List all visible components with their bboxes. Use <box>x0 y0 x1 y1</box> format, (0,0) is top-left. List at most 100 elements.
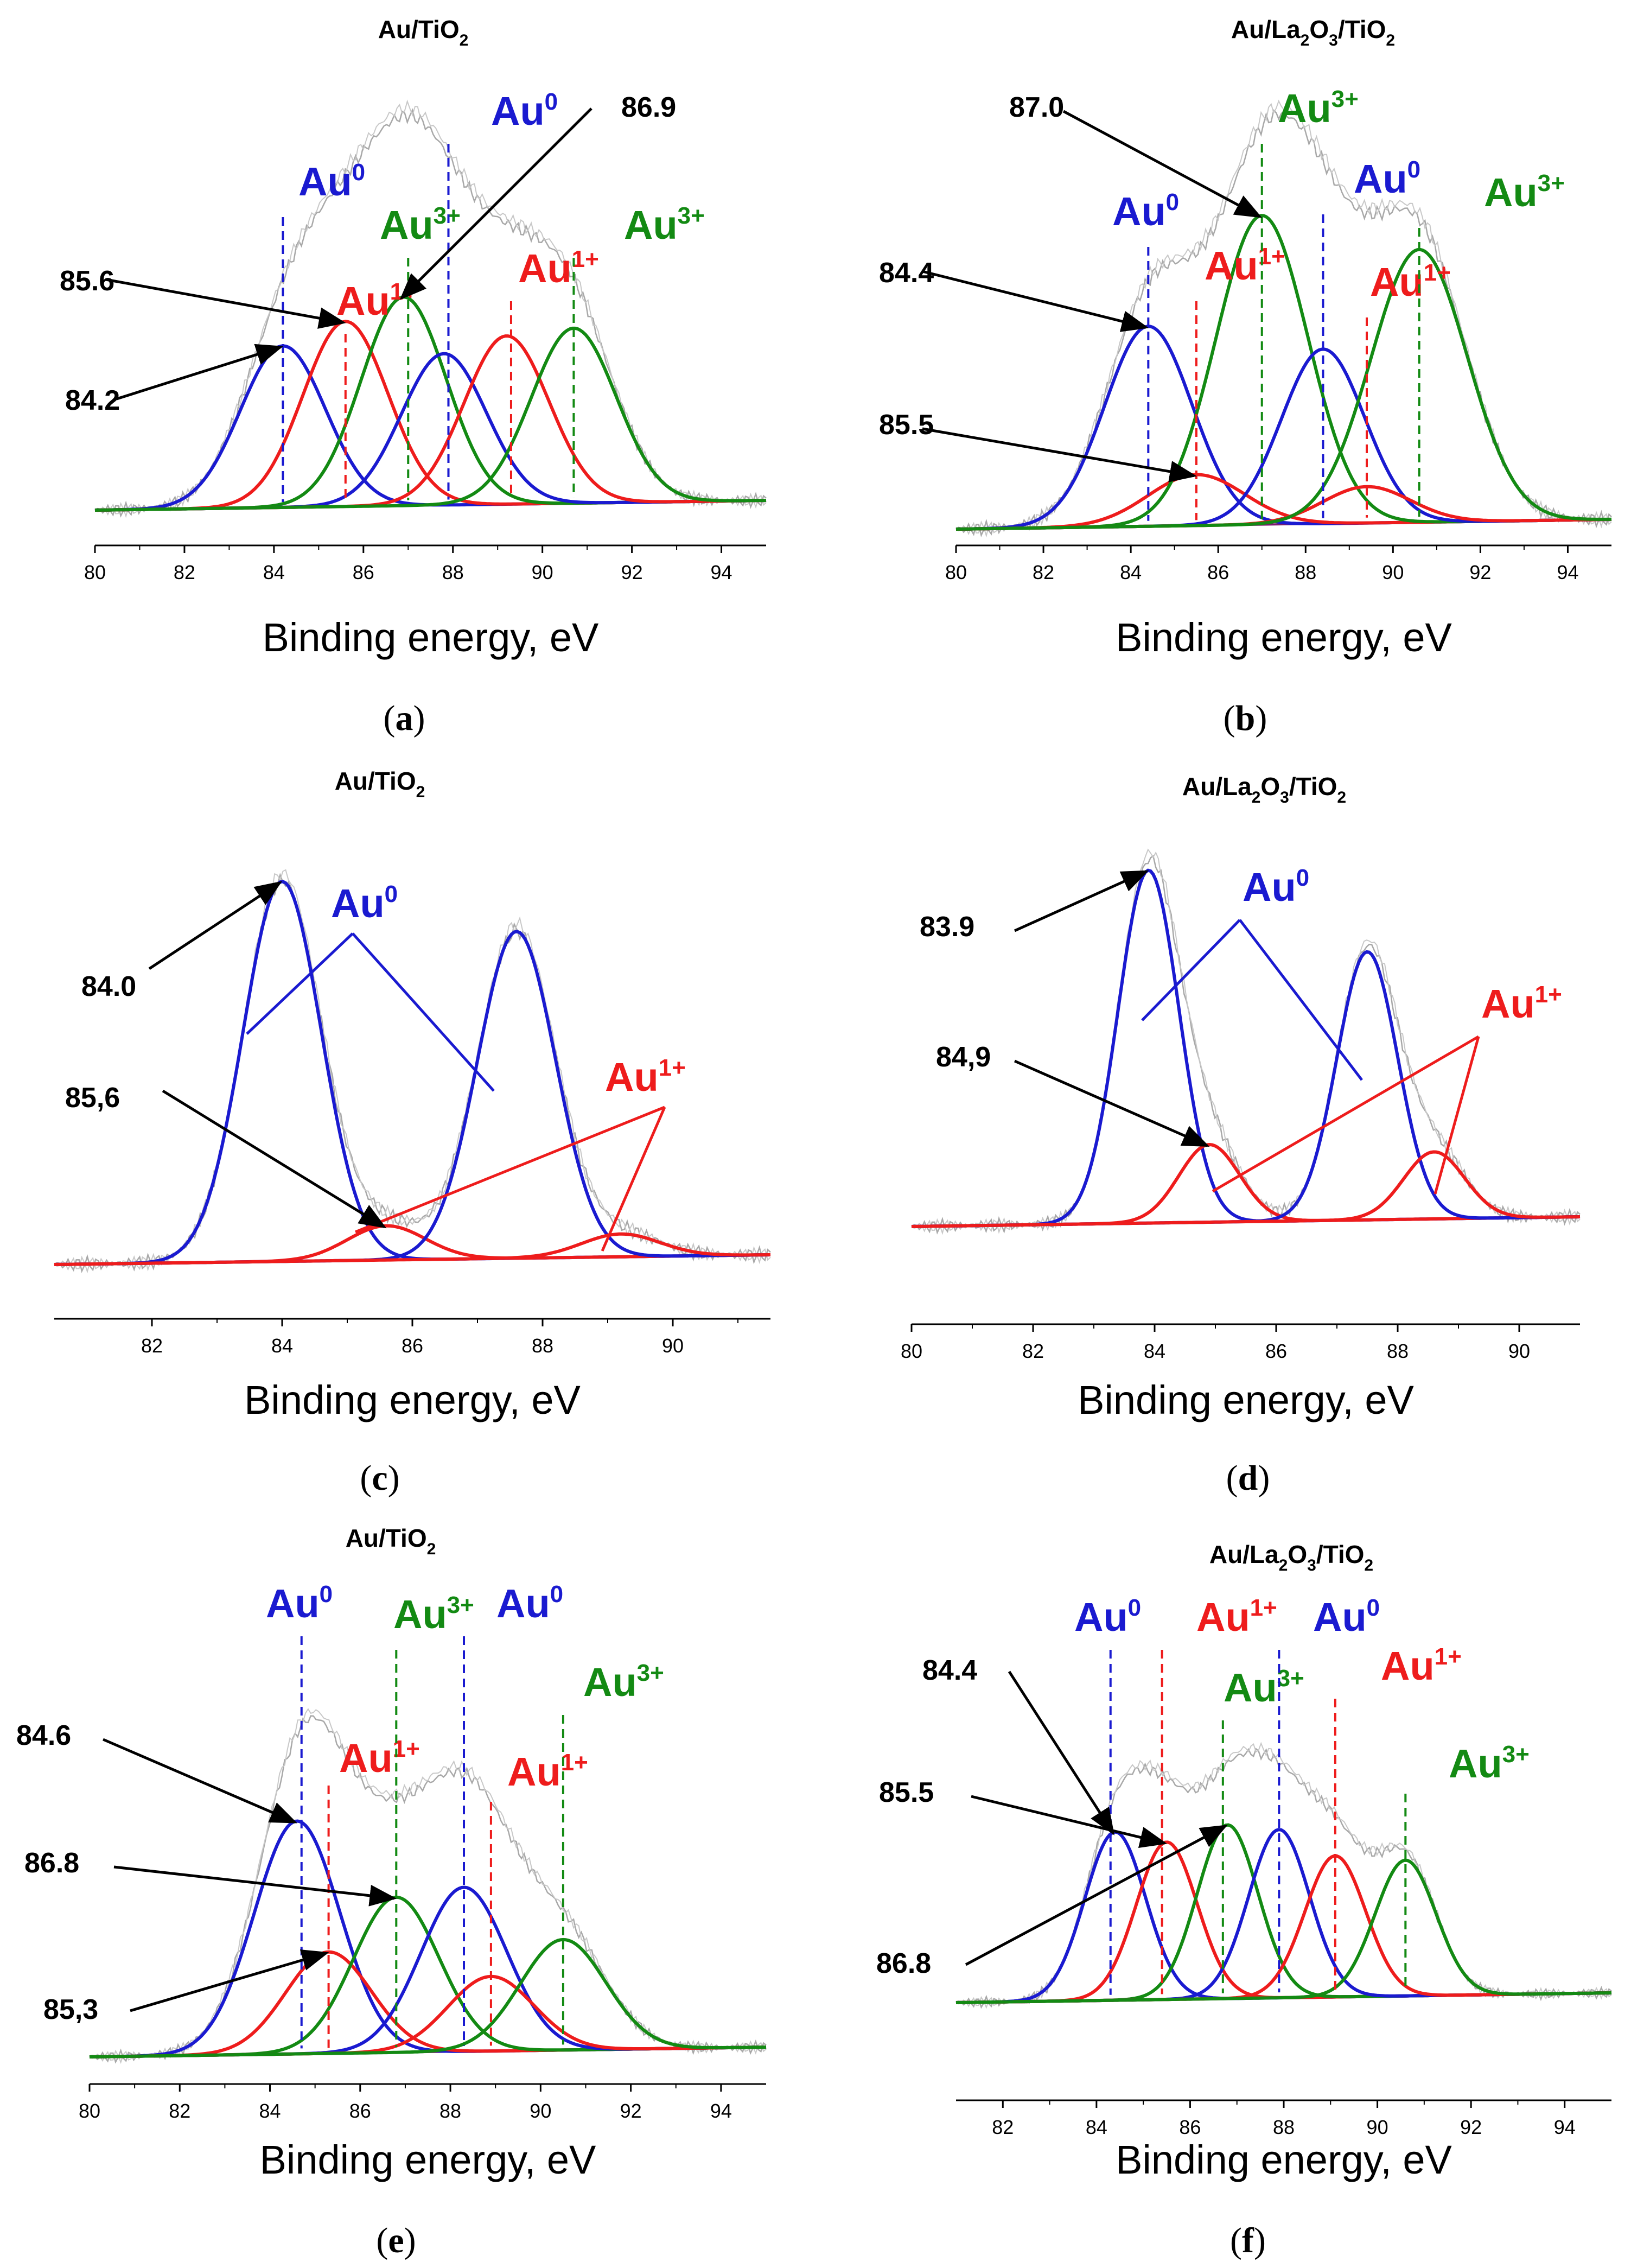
species-label-au1: Au1+ <box>1370 259 1451 304</box>
x-tick-label: 86 <box>402 1335 423 1357</box>
x-tick-label: 92 <box>1460 2116 1482 2138</box>
x-tick-label: 88 <box>1387 1340 1409 1362</box>
peak-au3-86.8 <box>89 1895 767 2059</box>
x-tick-label: 80 <box>901 1340 922 1362</box>
x-tick-label: 90 <box>530 2100 551 2122</box>
peak-au3-90.6 <box>955 247 1612 531</box>
species-label-au1: Au1+ <box>518 246 599 291</box>
peak-value-label: 85,3 <box>43 1994 98 2025</box>
panel-caption: (c) <box>360 1458 399 1498</box>
x-tick-label: 90 <box>662 1335 684 1357</box>
peak-value-label: 85,6 <box>65 1082 120 1114</box>
x-tick-label: 86 <box>1207 561 1229 583</box>
peak-arrow <box>1014 1059 1210 1147</box>
peak-arrow <box>1014 870 1149 932</box>
species-label-au0: Au0 <box>1313 1594 1380 1640</box>
panel-caption: (f) <box>1230 2221 1266 2260</box>
x-tick-label: 86 <box>1179 2116 1201 2138</box>
panel-d: Au/La2O3/TiO2 80 82 84 86 88 90 Binding energy,… <box>901 772 1581 1498</box>
x-axis-label: Binding energy, eV <box>263 615 599 660</box>
x-axis-label: Binding energy, eV <box>260 2137 596 2182</box>
spectrum-envelope <box>94 108 767 518</box>
species-label-au1: Au1+ <box>339 1736 420 1781</box>
species-pointer-line <box>246 932 354 1035</box>
species-label-au3: Au3+ <box>583 1660 664 1705</box>
species-pointer-line <box>1239 919 1363 1081</box>
x-axis-label: Binding energy, eV <box>1078 1377 1414 1422</box>
peak-arrow <box>148 881 283 970</box>
peak-arrow <box>113 1865 397 1907</box>
x-tick-label: 86 <box>349 2100 371 2122</box>
x-tick-label: 94 <box>1554 2116 1576 2138</box>
species-label-au3: Au3+ <box>380 202 461 247</box>
panel-title: Au/La2O3/TiO2 <box>1231 15 1395 49</box>
peak-au1-85.6 <box>94 320 767 512</box>
x-tick-label: 80 <box>79 2100 100 2122</box>
x-tick-label: 92 <box>1469 561 1491 583</box>
panel-b: Au/La2O3/TiO2 80 82 84 86 88 90 92 94 Binding ene… <box>879 15 1612 738</box>
species-label-au3: Au3+ <box>1449 1741 1530 1786</box>
x-tick-label: 94 <box>1557 561 1578 583</box>
peak-arrow <box>162 1089 387 1229</box>
peak-arrow <box>1062 110 1263 218</box>
panel-a: Au/TiO2 80 82 84 86 88 90 92 94 Binding energy, e… <box>60 15 767 738</box>
x-tick-label: 80 <box>84 561 106 583</box>
peak-value-label: 83.9 <box>920 911 974 943</box>
x-tick-label: 84 <box>1120 561 1142 583</box>
species-label-au3: Au3+ <box>1484 170 1565 215</box>
x-tick-label: 90 <box>1367 2116 1388 2138</box>
peak-au1-88.6 <box>911 1150 1581 1228</box>
x-tick-label: 82 <box>169 2100 190 2122</box>
x-tick-label: 82 <box>1022 1340 1044 1362</box>
peak-arrow <box>1008 1670 1115 1835</box>
peak-value-label: 87.0 <box>1009 92 1064 123</box>
x-axis-label: Binding energy, eV <box>244 1377 581 1422</box>
panel-caption: (d) <box>1226 1458 1270 1498</box>
x-tick-label: 84 <box>259 2100 281 2122</box>
peak-au3-90.6 <box>955 1858 1612 2004</box>
peak-arrow <box>922 270 1149 332</box>
x-tick-label: 86 <box>353 561 374 583</box>
species-label-au3: Au3+ <box>624 202 705 247</box>
peak-au0-84.4 <box>955 325 1612 531</box>
x-tick-label: 84 <box>1086 2116 1107 2138</box>
x-tick-label: 88 <box>532 1335 553 1357</box>
x-tick-label: 90 <box>532 561 553 583</box>
peak-value-label: 86.8 <box>876 1948 931 1979</box>
species-label-au0: Au0 <box>1074 1594 1141 1640</box>
peak-value-label: 84.4 <box>922 1655 977 1686</box>
x-tick-label: 88 <box>439 2100 461 2122</box>
species-label-au0: Au0 <box>1243 865 1309 910</box>
peak-value-label: 86.8 <box>24 1847 79 1879</box>
peak-arrow <box>116 344 284 401</box>
peak-arrow <box>105 278 346 329</box>
x-tick-label: 82 <box>992 2116 1014 2138</box>
species-label-au0: Au0 <box>266 1581 333 1626</box>
x-tick-label: 86 <box>1265 1340 1287 1362</box>
x-tick-label: 88 <box>1273 2116 1295 2138</box>
peak-value-label: 84.2 <box>65 385 120 416</box>
spectrum-envelope-fit <box>89 1708 767 2064</box>
x-tick-label: 92 <box>621 561 643 583</box>
peak-value-label: 84.0 <box>81 971 136 1002</box>
x-tick-label: 94 <box>710 2100 732 2122</box>
x-tick-label: 90 <box>1508 1340 1530 1362</box>
species-pointer-line <box>1212 1035 1480 1193</box>
peak-arrow <box>965 1825 1228 1966</box>
species-pointer-line <box>601 1107 666 1251</box>
peak-arrow <box>971 1795 1168 1848</box>
species-label-au0: Au0 <box>496 1581 563 1626</box>
panel-c: Au/TiO2 82 84 86 88 90 Binding energy, eV (c) Au… <box>54 767 771 1498</box>
peak-arrow <box>399 107 592 300</box>
spectrum-envelope <box>911 855 1581 1235</box>
panel-title: Au/TiO2 <box>378 15 469 49</box>
peak-au3-90.5 <box>89 1937 767 2059</box>
peak-au3-90.7 <box>94 326 767 512</box>
spectrum-envelope-fit <box>94 99 767 518</box>
x-tick-label: 80 <box>945 561 967 583</box>
peak-arrow <box>922 427 1197 482</box>
x-tick-label: 82 <box>174 561 195 583</box>
species-pointer-line <box>1434 1036 1480 1195</box>
species-pointer-line <box>355 1106 665 1234</box>
x-tick-label: 84 <box>271 1335 293 1357</box>
